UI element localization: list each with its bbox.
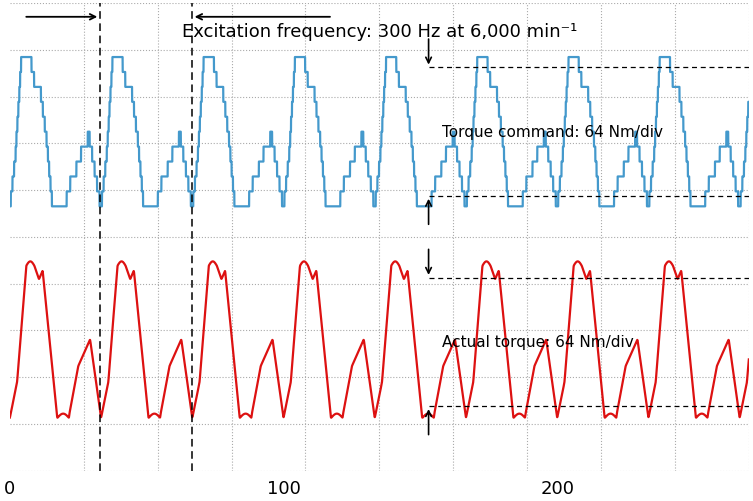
Text: Torque command: 64 Nm/div: Torque command: 64 Nm/div xyxy=(442,125,663,140)
Text: Excitation frequency: 300 Hz at 6,000 min⁻¹: Excitation frequency: 300 Hz at 6,000 mi… xyxy=(181,23,577,41)
Text: Actual torque: 64 Nm/div: Actual torque: 64 Nm/div xyxy=(442,335,634,350)
